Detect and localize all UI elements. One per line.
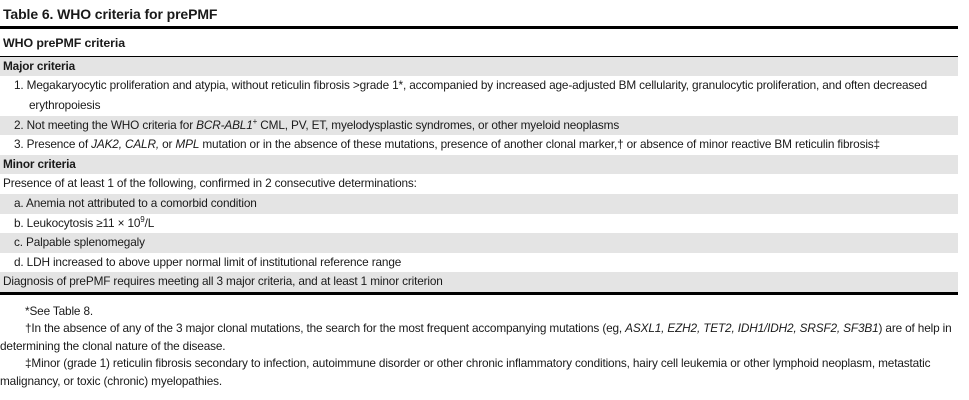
row-minor-criteria-intro: Presence of at least 1 of the following,… [3, 176, 417, 191]
who-prepmf-table: Table 6. WHO criteria for prePMF WHO pre… [0, 6, 958, 295]
footnotes: *See Table 8. †In the absence of any of … [0, 295, 967, 391]
row-minor-criterion-b: b. Leukocytosis ≥11 × 109/L [14, 214, 155, 230]
row-minor-criterion-a: a. Anemia not attributed to a comorbid c… [0, 194, 958, 214]
row-major-criterion-3: 3. Presence of JAK2, CALR, or MPL mutati… [14, 137, 880, 152]
row-minor-criterion-d: d. LDH increased to above upper normal l… [14, 254, 402, 269]
row-major-criterion-1: 1. Megakaryocytic proliferation and atyp… [14, 78, 927, 113]
row-major-criterion-2: 2. Not meeting the WHO criteria for BCR-… [0, 115, 958, 136]
footnote-dagger: †In the absence of any of the 3 major cl… [0, 321, 952, 353]
table-body: Major criteria 1. Megakaryocytic prolife… [0, 56, 958, 293]
rule-under-title [0, 26, 958, 29]
row-diagnosis-summary: Diagnosis of prePMF requires meeting all… [0, 272, 958, 293]
table-title: Table 6. WHO criteria for prePMF [3, 6, 218, 22]
rule-table-bottom [0, 292, 958, 295]
footnote-double-dagger: ‡Minor (grade 1) reticulin fibrosis seco… [0, 356, 931, 388]
footnote-asterisk: *See Table 8. [25, 303, 94, 318]
table-column-header: WHO prePMF criteria [3, 35, 126, 50]
row-minor-criterion-c: c. Palpable splenomegaly [0, 233, 958, 253]
rule-under-column-header [0, 55, 958, 57]
row-minor-criteria-header: Minor criteria [0, 154, 958, 175]
row-major-criteria-header: Major criteria [0, 56, 958, 77]
